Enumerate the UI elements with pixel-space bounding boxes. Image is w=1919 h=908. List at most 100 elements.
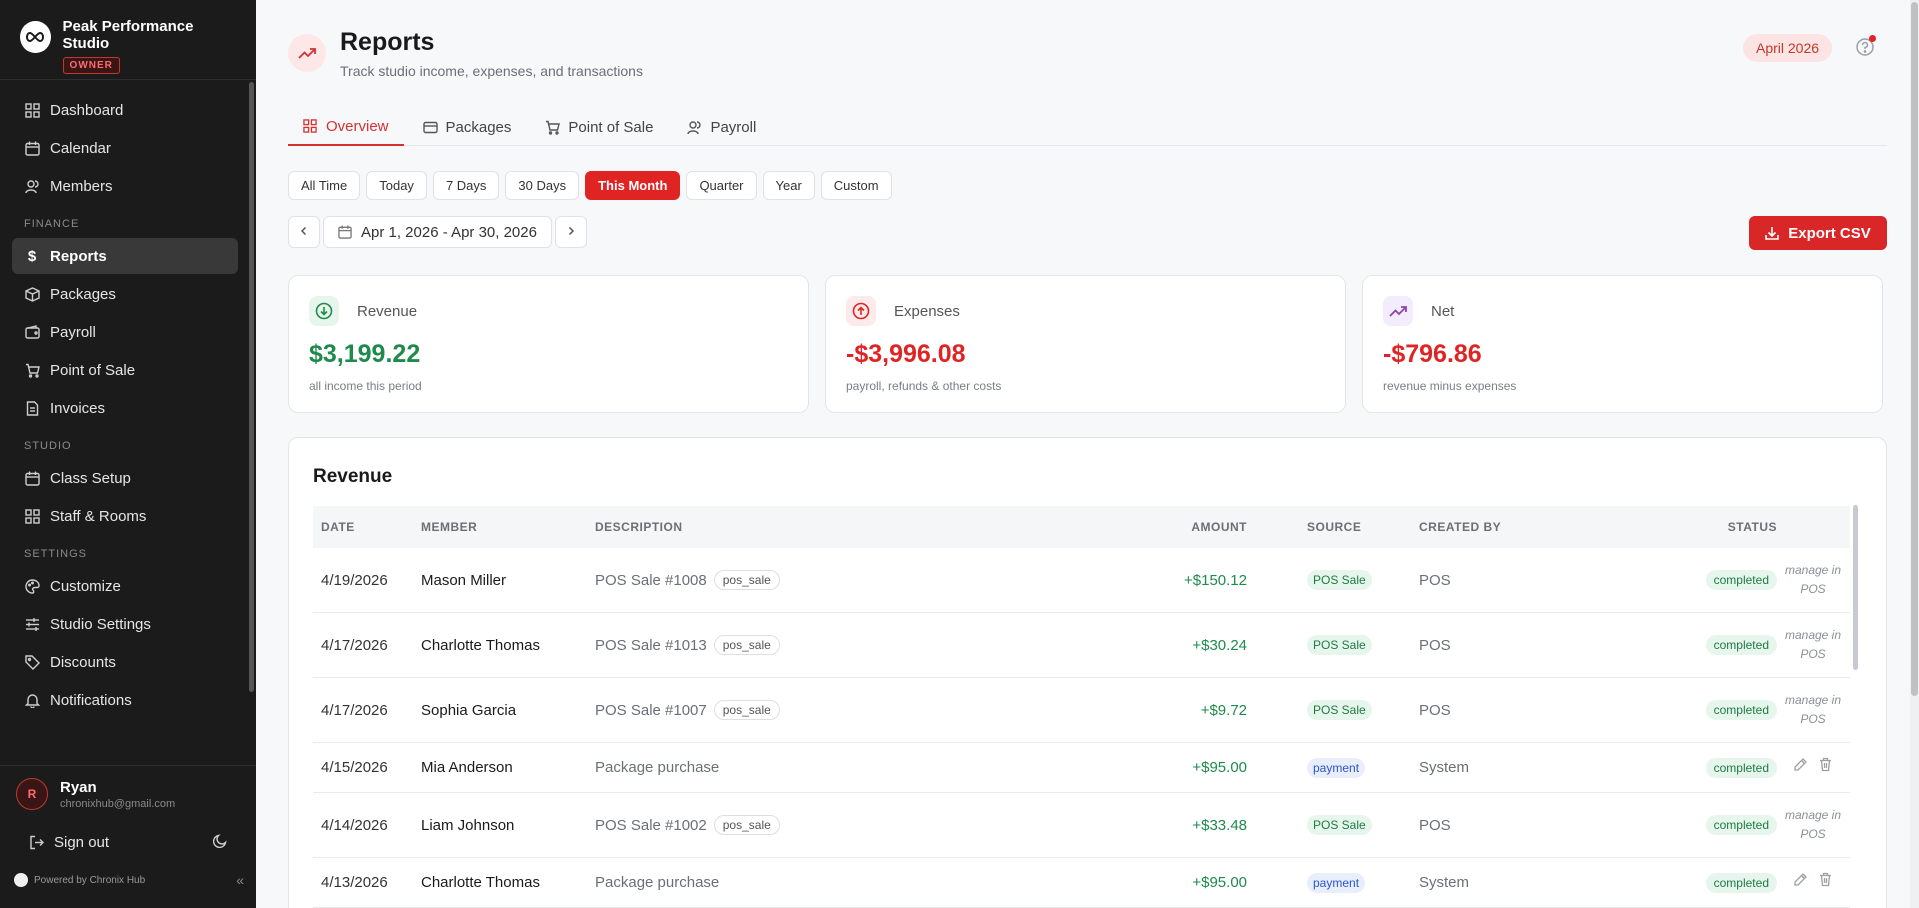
col-amount[interactable]: AMOUNT — [1191, 520, 1247, 534]
sidebar-item-calendar[interactable]: Calendar — [12, 130, 238, 166]
sidebar-item-payroll[interactable]: Payroll — [12, 314, 238, 350]
moon-icon[interactable] — [212, 833, 228, 852]
col-created-by[interactable]: CREATED BY — [1419, 520, 1502, 534]
infinity-logo-icon — [20, 21, 51, 53]
trash-icon[interactable] — [1818, 872, 1833, 893]
table-header: DATE MEMBER DESCRIPTION AMOUNT SOURCE CR… — [313, 506, 1850, 548]
trash-icon[interactable] — [1818, 757, 1833, 778]
edit-icon[interactable] — [1793, 757, 1808, 778]
sidebar-item-notifications[interactable]: Notifications — [12, 682, 238, 718]
tab-overview[interactable]: Overview — [288, 108, 404, 146]
status-badge: completed — [1705, 872, 1777, 893]
collapse-sidebar-icon[interactable]: « — [236, 872, 244, 888]
powered-by-label: Powered by Chronix Hub — [34, 874, 146, 886]
sidebar-item-members[interactable]: Members — [12, 168, 238, 204]
sidebar-item-point-of-sale[interactable]: Point of Sale — [12, 352, 238, 388]
row-description: POS Sale #1007 pos_sale — [595, 700, 1123, 720]
sidebar-item-dashboard[interactable]: Dashboard — [12, 92, 238, 128]
brand: Peak Performance Studio OWNER — [0, 0, 256, 80]
notification-dot — [1869, 35, 1876, 42]
row-member: Mason Miller — [421, 571, 507, 589]
sidebar-item-label: Reports — [50, 247, 107, 265]
help-icon[interactable] — [1855, 37, 1875, 57]
row-date: 4/15/2026 — [321, 759, 388, 776]
date-range-button[interactable]: Apr 1, 2026 - Apr 30, 2026 — [323, 216, 552, 248]
col-status[interactable]: STATUS — [1727, 520, 1777, 534]
col-source[interactable]: SOURCE — [1307, 520, 1362, 534]
table-row[interactable]: 4/13/2026 Charlotte Thomas Package purch… — [313, 858, 1850, 908]
manage-in-pos-note: manage in POS — [1784, 808, 1842, 841]
net-card: Net -$796.86 revenue minus expenses — [1362, 275, 1883, 413]
source-badge: payment — [1307, 872, 1366, 893]
col-member[interactable]: MEMBER — [421, 520, 478, 534]
row-source: POS Sale — [1247, 815, 1419, 835]
export-label: Export CSV — [1788, 224, 1871, 242]
sidebar-item-discounts[interactable]: Discounts — [12, 644, 238, 680]
sidebar-item-label: Members — [50, 177, 113, 195]
tab-label: Packages — [445, 118, 512, 136]
description-tag: pos_sale — [713, 700, 780, 720]
filter-year[interactable]: Year — [762, 171, 815, 200]
user-email: chronixhub@gmail.com — [60, 797, 176, 810]
signout-button[interactable]: Sign out — [28, 834, 109, 851]
description-text: Package purchase — [595, 759, 720, 776]
table-row[interactable]: 4/15/2026 Mia Anderson Package purchase … — [313, 743, 1850, 793]
table-row[interactable]: 4/17/2026 Charlotte Thomas POS Sale #101… — [313, 613, 1850, 678]
revenue-panel: Revenue DATE MEMBER DESCRIPTION AMOUNT S… — [288, 437, 1887, 908]
grid-icon — [303, 118, 319, 134]
status-badge: completed — [1705, 700, 1777, 720]
sidebar-item-packages[interactable]: Packages — [12, 276, 238, 312]
page-scrollbar[interactable] — [1911, 2, 1918, 696]
col-description[interactable]: DESCRIPTION — [595, 520, 683, 534]
row-created-by: POS — [1419, 701, 1451, 719]
sidebar-item-studio-settings[interactable]: Studio Settings — [12, 606, 238, 642]
grid-icon — [24, 508, 40, 524]
trending-up-icon — [288, 34, 326, 72]
download-icon — [1765, 226, 1780, 240]
row-date: 4/17/2026 — [321, 636, 388, 654]
row-amount: +$33.48 — [1192, 816, 1247, 834]
row-amount: +$9.72 — [1200, 701, 1247, 719]
tab-packages[interactable]: Packages — [408, 108, 527, 146]
filter-quarter[interactable]: Quarter — [686, 171, 757, 200]
export-csv-button[interactable]: Export CSV — [1749, 216, 1887, 250]
source-badge: POS Sale — [1307, 700, 1372, 720]
sidebar-item-label: Notifications — [50, 691, 132, 709]
user-profile[interactable]: R Ryan chronixhub@gmail.com — [16, 778, 240, 810]
tab-payroll[interactable]: Payroll — [672, 108, 771, 146]
card-label: Revenue — [357, 302, 418, 320]
filter-30-days[interactable]: 30 Days — [505, 171, 580, 200]
table-row[interactable]: 4/17/2026 Sophia Garcia POS Sale #1007 po… — [313, 678, 1850, 743]
row-description: Package purchase — [595, 874, 1123, 891]
edit-icon[interactable] — [1793, 872, 1808, 893]
filter-this-month[interactable]: This Month — [585, 171, 681, 200]
col-date[interactable]: DATE — [321, 520, 355, 534]
sidebar-scrollbar[interactable] — [249, 82, 254, 692]
table-row[interactable]: 4/19/2026 Mason Miller POS Sale #1008 pos… — [313, 548, 1850, 613]
arrow-down-circle-icon — [309, 296, 339, 326]
table-row[interactable]: 4/14/2026 Liam Johnson POS Sale #1002 pos… — [313, 793, 1850, 858]
previous-period-button[interactable] — [288, 216, 320, 248]
description-text: POS Sale #1013 — [595, 636, 707, 654]
filter-custom[interactable]: Custom — [820, 171, 892, 200]
row-description: POS Sale #1002 pos_sale — [595, 815, 1123, 835]
sidebar: Peak Performance Studio OWNER Dashboard … — [0, 0, 256, 908]
sidebar-item-invoices[interactable]: Invoices — [12, 390, 238, 426]
filter-today[interactable]: Today — [366, 171, 427, 200]
sidebar-item-staff-rooms[interactable]: Staff & Rooms — [12, 498, 238, 534]
table-scrollbar[interactable] — [1853, 505, 1858, 670]
sidebar-item-reports[interactable]: $ Reports — [12, 238, 238, 274]
filter-7-days[interactable]: 7 Days — [432, 171, 500, 200]
filter-all-time[interactable]: All Time — [288, 171, 361, 200]
row-description: POS Sale #1013 pos_sale — [595, 635, 1123, 655]
manage-in-pos-note: manage in POS — [1784, 628, 1842, 661]
tab-point-of-sale[interactable]: Point of Sale — [530, 108, 668, 146]
status-badge: completed — [1705, 757, 1777, 778]
bell-icon — [24, 692, 40, 708]
sidebar-item-customize[interactable]: Customize — [12, 568, 238, 604]
manage-in-pos-note: manage in POS — [1784, 563, 1842, 596]
sidebar-item-class-setup[interactable]: Class Setup — [12, 460, 238, 496]
row-status: completed — [1655, 700, 1777, 720]
row-status: completed — [1655, 757, 1777, 778]
next-period-button[interactable] — [554, 216, 587, 248]
